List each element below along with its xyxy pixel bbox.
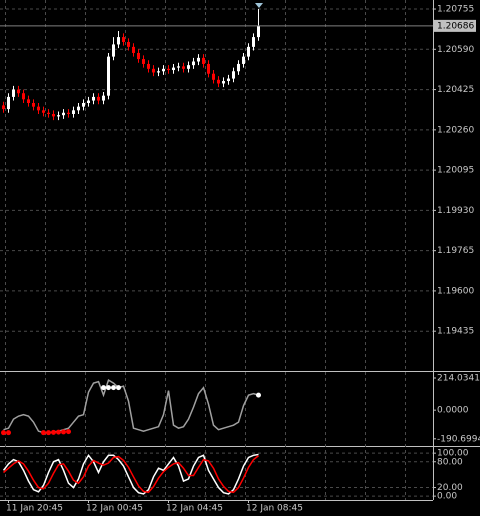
signal-dot bbox=[56, 429, 61, 435]
signal-dot bbox=[51, 429, 56, 435]
signal-dot bbox=[66, 429, 71, 435]
candle-body bbox=[72, 110, 75, 114]
price-marker bbox=[255, 3, 263, 9]
x-tick-label: 12 Jan 00:45 bbox=[86, 504, 143, 514]
last-price-box bbox=[434, 19, 476, 32]
candle-body bbox=[37, 106, 40, 111]
candle-body bbox=[142, 59, 145, 64]
y-tick-label: 0.00 bbox=[437, 492, 457, 502]
candle-body bbox=[212, 73, 215, 80]
y-tick-label: 214.0341 bbox=[437, 374, 480, 384]
candle-body bbox=[112, 44, 115, 57]
y-tick-label: 1.20755 bbox=[437, 5, 474, 15]
candle-body bbox=[17, 89, 20, 94]
candle-body bbox=[172, 67, 175, 71]
candle-body bbox=[127, 41, 130, 47]
candle-body bbox=[147, 63, 150, 69]
candle-body bbox=[252, 37, 255, 47]
candle-body bbox=[82, 102, 85, 107]
x-tick-label: 12 Jan 08:45 bbox=[246, 504, 303, 514]
last-price-label: 1.20686 bbox=[437, 21, 474, 31]
candle-body bbox=[87, 100, 90, 103]
candle-body bbox=[7, 96, 10, 110]
candle-body bbox=[232, 71, 235, 79]
signal-dot bbox=[41, 430, 46, 436]
candle-body bbox=[122, 37, 125, 42]
vertical-grid bbox=[5, 0, 406, 500]
candle-body bbox=[182, 66, 185, 69]
y-tick-label: 1.20590 bbox=[437, 45, 474, 55]
y-tick-label: -190.6994 bbox=[437, 434, 480, 444]
y-tick-label: 20.00 bbox=[437, 483, 463, 493]
candle-body bbox=[2, 105, 5, 110]
y-tick-label: 1.19765 bbox=[437, 246, 474, 256]
candle-body bbox=[202, 57, 205, 64]
candle-body bbox=[242, 56, 245, 64]
signal-dot bbox=[1, 430, 6, 436]
candle-body bbox=[97, 96, 100, 101]
candle-body bbox=[187, 65, 190, 69]
candle-body bbox=[117, 37, 120, 45]
candle-body bbox=[57, 115, 60, 117]
signal-dot bbox=[111, 385, 116, 391]
y-tick-label: 1.19600 bbox=[437, 286, 474, 296]
y-tick-label: 1.20260 bbox=[437, 125, 474, 135]
candle-body bbox=[47, 112, 50, 114]
candle-body bbox=[52, 113, 55, 117]
candle-body bbox=[247, 46, 250, 57]
x-tick-label: 12 Jan 04:45 bbox=[166, 504, 223, 514]
signal-dot bbox=[116, 385, 121, 391]
x-tick-label: 11 Jan 20:45 bbox=[6, 504, 63, 514]
y-tick-label: 80.00 bbox=[437, 457, 463, 467]
candle-body bbox=[62, 112, 65, 116]
candle-body bbox=[167, 68, 170, 71]
y-tick-label: 1.19435 bbox=[437, 327, 474, 337]
candle-body bbox=[102, 95, 105, 101]
y-tick-label: 0.0000 bbox=[437, 406, 469, 416]
candle-body bbox=[197, 57, 200, 62]
candle-body bbox=[157, 71, 160, 73]
candle-body bbox=[192, 61, 195, 66]
candle-body bbox=[132, 46, 135, 53]
candle-body bbox=[257, 25, 260, 38]
candle-body bbox=[207, 63, 210, 74]
candle-body bbox=[107, 56, 110, 96]
candle-body bbox=[12, 89, 15, 97]
candle-body bbox=[77, 106, 80, 111]
y-tick-label: 1.20425 bbox=[437, 85, 474, 95]
candle-body bbox=[217, 79, 220, 84]
signal-dot bbox=[46, 430, 51, 436]
y-tick-label: 1.19930 bbox=[437, 206, 474, 216]
candle-body bbox=[227, 78, 230, 82]
candle-body bbox=[137, 52, 140, 60]
candle-body bbox=[22, 93, 25, 100]
signal-dot bbox=[61, 429, 66, 435]
candle-body bbox=[42, 110, 45, 113]
signal-dot bbox=[6, 430, 11, 436]
candle-body bbox=[222, 81, 225, 84]
candle-body bbox=[237, 63, 240, 72]
y-tick-label: 1.20095 bbox=[437, 166, 474, 176]
signal-dot bbox=[256, 392, 261, 398]
candle-body bbox=[152, 68, 155, 73]
candle-body bbox=[162, 68, 165, 72]
indicator-line bbox=[3, 455, 259, 494]
candle-body bbox=[67, 112, 70, 114]
candle-body bbox=[92, 96, 95, 101]
y-tick-label: 100.00 bbox=[437, 449, 469, 459]
indicator-line bbox=[2, 453, 259, 495]
signal-dot bbox=[106, 385, 111, 391]
candle-body bbox=[177, 66, 180, 68]
candle-body bbox=[27, 99, 30, 103]
candle-body bbox=[32, 102, 35, 107]
signal-dot bbox=[101, 385, 106, 391]
